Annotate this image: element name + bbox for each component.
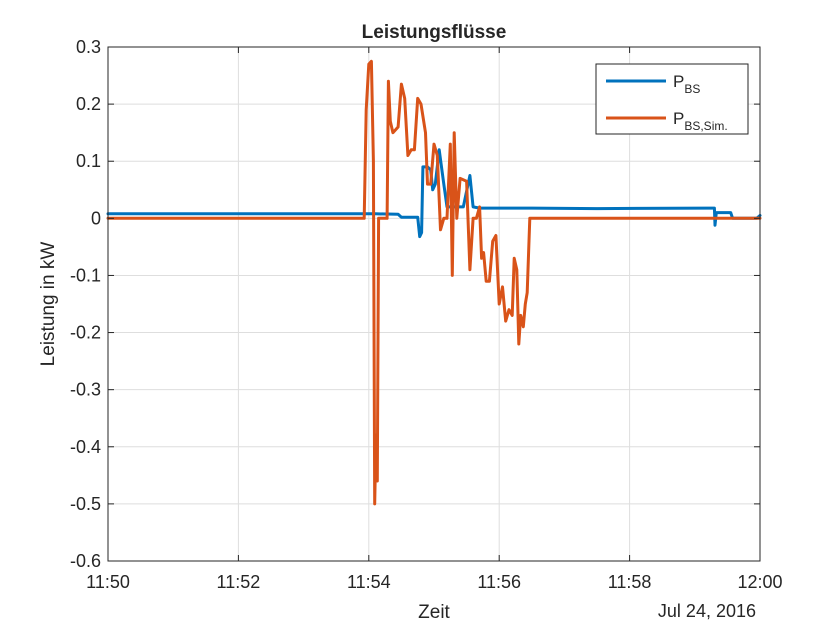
legend-label-p-bs-main: P bbox=[673, 72, 684, 91]
x-tick-label: 11:56 bbox=[477, 572, 521, 592]
y-tick-label: -0.1 bbox=[70, 265, 101, 285]
x-tick-label: 11:50 bbox=[86, 572, 130, 592]
y-axis-label: Leistung in kW bbox=[38, 242, 59, 367]
x-tick-label: 11:52 bbox=[217, 572, 261, 592]
x-tick-label: 12:00 bbox=[737, 572, 782, 592]
legend-label-p-bs: PBS bbox=[673, 72, 700, 96]
legend-label-p-bs-sim-main: P bbox=[673, 109, 684, 128]
chart-title: Leistungsflüsse bbox=[362, 22, 507, 43]
x-tick-label: 11:58 bbox=[608, 572, 652, 592]
x-axis-label: Zeit bbox=[418, 602, 450, 623]
data-lines bbox=[106, 59, 762, 506]
series-line-p-bs bbox=[106, 148, 762, 239]
ticks: 11:50 11:52 11:54 11:56 11:58 12:00 -0.6 -0.5 -0… bbox=[70, 37, 783, 592]
y-tick-label: -0.4 bbox=[70, 437, 101, 457]
y-tick-label: -0.2 bbox=[70, 323, 101, 343]
legend-label-p-bs-sim: PBS,Sim. bbox=[673, 109, 728, 133]
plot-frame bbox=[107, 46, 761, 562]
series-line-p-bs-sim bbox=[106, 59, 762, 506]
date-label: Jul 24, 2016 bbox=[658, 601, 756, 621]
y-tick-label: -0.6 bbox=[70, 551, 101, 571]
legend: PBS PBS,Sim. bbox=[595, 63, 749, 135]
y-tick-label: 0.1 bbox=[76, 151, 101, 171]
y-tick-label: -0.3 bbox=[70, 380, 101, 400]
x-tick-label: 11:54 bbox=[347, 572, 391, 592]
legend-label-p-bs-sub: BS bbox=[684, 82, 700, 96]
legend-box bbox=[595, 63, 749, 135]
y-tick-label: 0 bbox=[91, 208, 101, 228]
y-tick-label: -0.5 bbox=[70, 494, 101, 514]
y-tick-label: 0.3 bbox=[76, 37, 101, 57]
y-tick-label: 0.2 bbox=[76, 94, 101, 114]
legend-label-p-bs-sim-sub: BS,Sim. bbox=[684, 119, 727, 133]
